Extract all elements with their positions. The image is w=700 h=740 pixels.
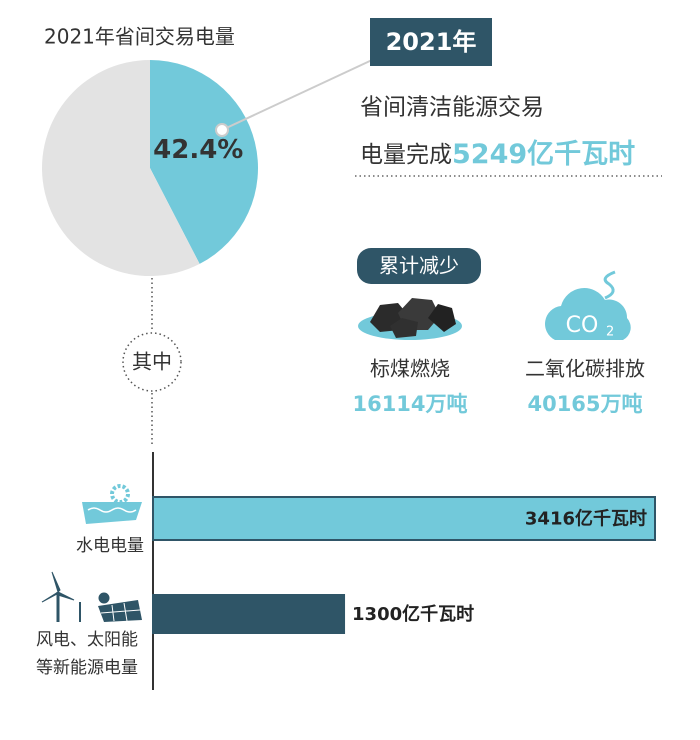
reduction-label: 标煤燃烧 <box>370 357 450 381</box>
year-text: 2021年 <box>386 28 477 56</box>
pie-title: 2021年省间交易电量 <box>44 25 235 49</box>
pie-slice <box>41 60 200 276</box>
pie-value-label: 42.4% <box>153 135 243 165</box>
bar-value-label: 3416亿千瓦时 <box>525 508 647 530</box>
co2-icon-text: CO <box>566 313 599 338</box>
bar-category-label: 风电、太阳能等新能源电量 <box>36 630 138 678</box>
callout-leader <box>221 59 373 131</box>
callout-text: 电量完成 <box>360 142 452 168</box>
reduction-amount: 40165万吨 <box>527 392 642 416</box>
reduction-amount: 16114万吨 <box>352 392 467 416</box>
callout-amount: 5249亿千瓦时 <box>452 139 635 170</box>
bar <box>152 496 656 541</box>
bar <box>152 594 346 634</box>
coal-icon <box>358 298 462 340</box>
pie <box>41 60 258 276</box>
reduction-badge <box>357 248 481 284</box>
reduction-title: 累计减少 <box>379 254 459 278</box>
wind-solar-icon <box>41 571 142 622</box>
bar-value-label: 1300亿千瓦时 <box>352 603 474 625</box>
bar-category-label: 水电电量 <box>76 536 144 556</box>
breakdown-circle <box>122 332 182 392</box>
co2-icon-sub: 2 <box>606 325 614 340</box>
hydro-icon <box>82 484 142 524</box>
reduction-label: 二氧化碳排放 <box>525 357 645 381</box>
breakdown-label: 其中 <box>132 350 172 374</box>
co2-icon: CO 2 <box>545 270 631 340</box>
callout-line1: 省间清洁能源交易 <box>360 95 544 121</box>
pie-slice <box>150 60 258 264</box>
year-badge <box>370 18 492 66</box>
callout-dot <box>215 123 229 137</box>
callout-line2: 电量完成5249亿千瓦时 <box>360 139 635 170</box>
